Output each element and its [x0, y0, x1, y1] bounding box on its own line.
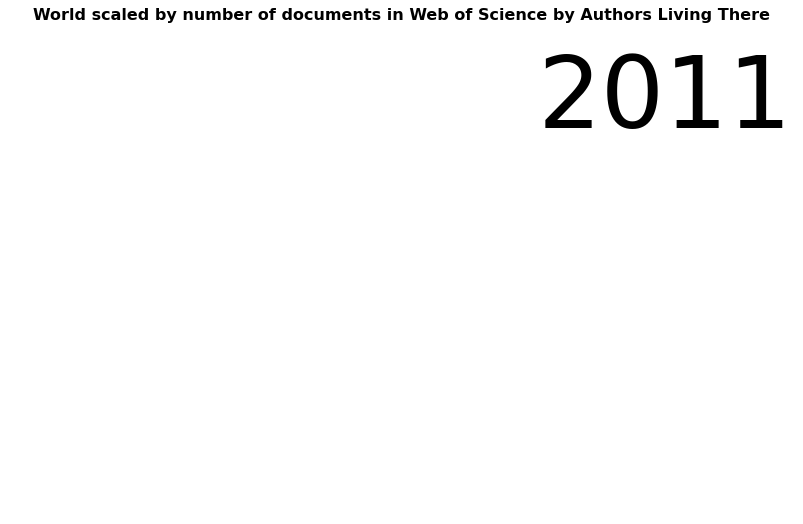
Text: World scaled by number of documents in Web of Science by Authors Living There: World scaled by number of documents in W… [34, 8, 769, 23]
Text: 2011: 2011 [536, 52, 791, 149]
